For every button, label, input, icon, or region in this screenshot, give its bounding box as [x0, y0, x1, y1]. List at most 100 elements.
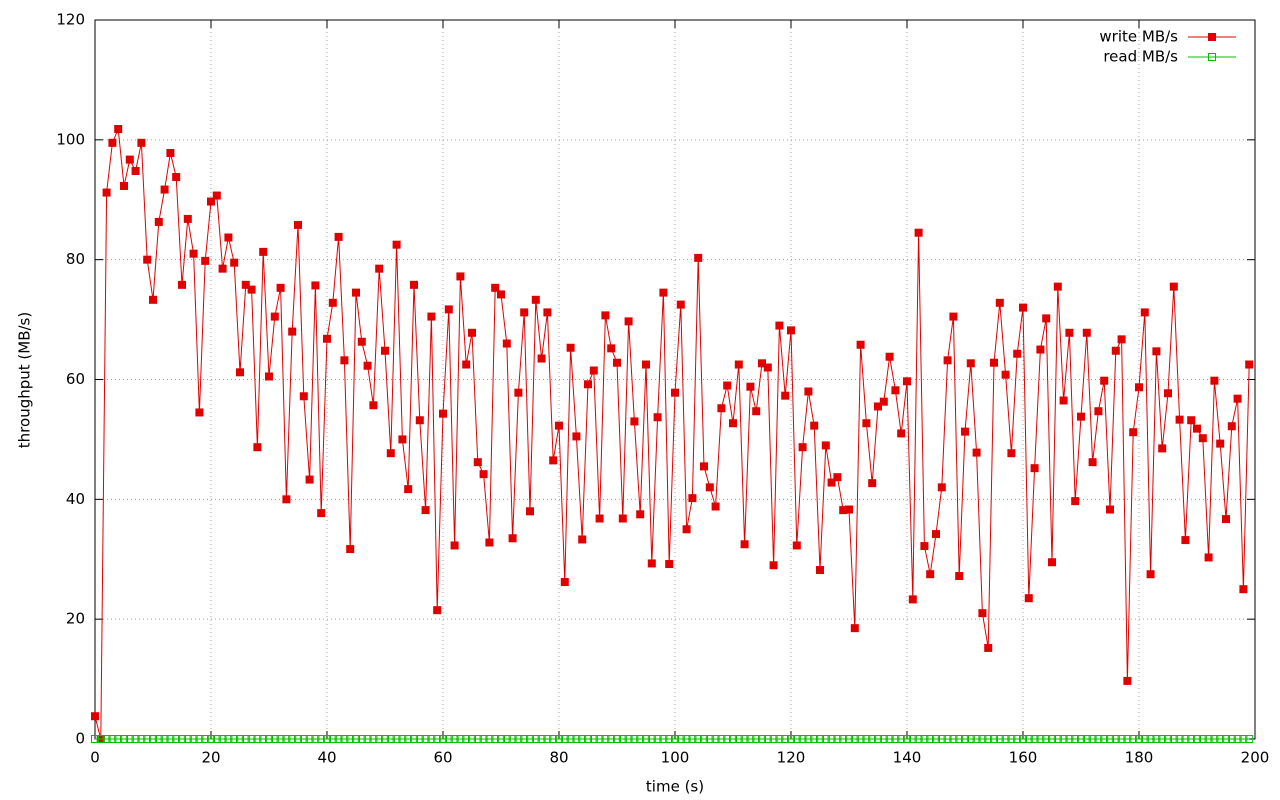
- data-point: [1175, 735, 1184, 743]
- data-point: [236, 735, 244, 743]
- data-point: [705, 483, 714, 492]
- data-point: [392, 735, 401, 743]
- data-point: [578, 535, 587, 544]
- data-point: [183, 735, 192, 743]
- data-point: [908, 595, 917, 604]
- data-point: [485, 538, 494, 547]
- data-point: [340, 735, 349, 743]
- data-point: [752, 407, 761, 416]
- data-point: [328, 298, 337, 307]
- data-point: [624, 735, 633, 743]
- data-point: [299, 735, 308, 743]
- data-point: [636, 735, 645, 743]
- data-point: [531, 735, 540, 743]
- data-point: [421, 506, 430, 515]
- data-point: [1094, 407, 1103, 416]
- data-point: [932, 735, 940, 743]
- data-point: [1024, 735, 1033, 743]
- data-point: [734, 360, 743, 369]
- data-point: [178, 735, 186, 743]
- data-point: [1030, 464, 1039, 473]
- data-point: [821, 735, 830, 743]
- data-point: [1158, 444, 1167, 453]
- data-point: [937, 735, 946, 743]
- data-point: [955, 735, 964, 743]
- data-point: [688, 494, 697, 503]
- data-point: [903, 377, 911, 386]
- data-point: [775, 321, 784, 330]
- data-point: [491, 735, 500, 743]
- data-point: [978, 735, 987, 743]
- data-point: [972, 735, 981, 743]
- data-point: [247, 735, 256, 743]
- data-point: [154, 735, 163, 743]
- data-point: [1100, 376, 1109, 385]
- data-point: [439, 735, 447, 743]
- data-point: [990, 358, 998, 367]
- data-point: [665, 560, 674, 569]
- data-point: [468, 735, 476, 743]
- data-point: [914, 228, 923, 237]
- data-point: [613, 735, 621, 743]
- data-point: [415, 416, 424, 425]
- data-point: [1007, 449, 1016, 458]
- data-point: [294, 735, 302, 743]
- data-point: [537, 354, 546, 363]
- data-point: [879, 397, 888, 406]
- data-point: [323, 334, 331, 343]
- data-point: [630, 417, 639, 426]
- data-point: [578, 735, 587, 743]
- data-point: [270, 735, 279, 743]
- x-tick-label: 60: [433, 749, 452, 767]
- x-tick-label: 200: [1241, 749, 1270, 767]
- data-point: [1082, 735, 1091, 743]
- data-point: [1088, 458, 1097, 467]
- data-point: [178, 280, 186, 289]
- y-tick-label: 60: [66, 370, 85, 388]
- data-point: [1019, 735, 1027, 743]
- data-point: [1123, 735, 1132, 743]
- data-point: [746, 735, 755, 743]
- data-point: [734, 735, 743, 743]
- data-point: [676, 300, 685, 309]
- data-point: [1152, 347, 1161, 356]
- data-point: [433, 606, 442, 615]
- data-point: [317, 509, 326, 518]
- data-point: [1135, 383, 1143, 392]
- data-point: [375, 264, 384, 273]
- data-point: [172, 735, 181, 743]
- data-point: [850, 735, 859, 743]
- data-point: [346, 545, 355, 554]
- data-point: [299, 392, 308, 401]
- data-point: [769, 561, 778, 570]
- data-point: [282, 495, 291, 504]
- data-point: [763, 735, 772, 743]
- data-point: [224, 233, 233, 242]
- data-point: [305, 475, 314, 484]
- data-point: [775, 735, 784, 743]
- data-point: [1042, 314, 1051, 323]
- x-tick-label: 0: [90, 749, 100, 767]
- data-point: [694, 253, 703, 262]
- data-point: [166, 735, 175, 743]
- data-point: [352, 735, 360, 743]
- data-point: [827, 478, 836, 487]
- data-point: [705, 735, 714, 743]
- data-point: [1024, 594, 1033, 603]
- data-point: [96, 735, 105, 743]
- data-point: [949, 735, 958, 743]
- data-point: [1059, 396, 1068, 405]
- data-point: [601, 311, 610, 320]
- data-point: [943, 735, 952, 743]
- data-point: [566, 735, 575, 743]
- data-point: [601, 735, 610, 743]
- data-point: [1100, 735, 1109, 743]
- data-point: [137, 735, 146, 743]
- data-point: [91, 712, 99, 721]
- data-point: [1198, 735, 1207, 743]
- data-point: [497, 735, 505, 743]
- x-tick-label: 40: [317, 749, 336, 767]
- data-point: [282, 735, 291, 743]
